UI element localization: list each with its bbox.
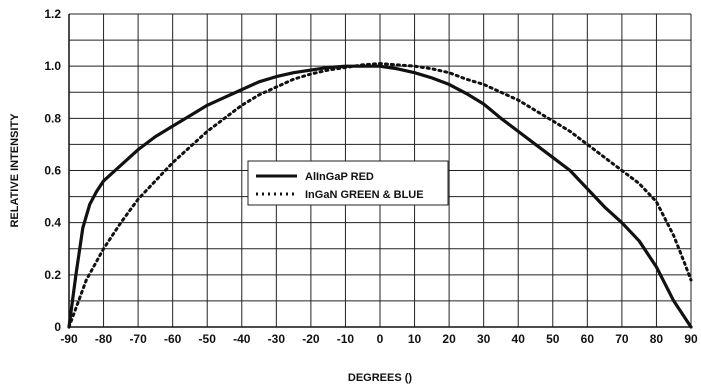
axis-layer: -90 -80 -70 -60 -50 -40 -30 -20 -10 0 10 20 30 40 50 60… — [9, 7, 698, 384]
y-tick-label: 0 — [54, 320, 61, 334]
y-tick-label: 0.4 — [44, 216, 61, 230]
x-tick-label: 0 — [377, 332, 384, 346]
x-tick-label: 50 — [546, 332, 560, 346]
legend-box — [247, 160, 449, 206]
x-tick-label: 80 — [650, 332, 664, 346]
x-tick-label: 60 — [581, 332, 595, 346]
x-tick-label: 20 — [442, 332, 456, 346]
x-tick-label: -30 — [268, 332, 286, 346]
x-tick-label: 10 — [408, 332, 422, 346]
legend-item-alingap-red: AlInGaP RED — [305, 171, 374, 183]
y-tick-label: 0.8 — [44, 111, 61, 125]
x-tick-label: -10 — [337, 332, 355, 346]
x-tick-label: -80 — [95, 332, 113, 346]
y-tick-label: 1.0 — [44, 59, 61, 73]
series-ingan-green-blue — [67, 62, 693, 329]
x-tick-label: 40 — [512, 332, 526, 346]
x-tick-label: -50 — [199, 332, 217, 346]
legend-layer: AlInGaP RED InGaN GREEN & BLUE — [247, 160, 449, 206]
x-tick-label: -70 — [129, 332, 147, 346]
x-tick-label: -20 — [302, 332, 320, 346]
y-axis-title: RELATIVE INTENSITY — [9, 113, 21, 228]
x-tick-label: 30 — [477, 332, 491, 346]
series-layer — [67, 62, 693, 329]
x-tick-label: -60 — [164, 332, 182, 346]
x-tick-label: -90 — [60, 332, 78, 346]
x-tick-label: -40 — [233, 332, 251, 346]
y-tick-label: 1.2 — [44, 7, 61, 21]
legend-item-ingan-green-blue: InGaN GREEN & BLUE — [305, 189, 424, 201]
series-alingap-red — [67, 64, 693, 329]
x-tick-label: 90 — [684, 332, 698, 346]
y-tick-label: 0.6 — [44, 164, 61, 178]
y-tick-label: 0.2 — [44, 268, 61, 282]
x-tick-label: 70 — [615, 332, 629, 346]
x-axis-title: DEGREES () — [348, 372, 413, 384]
